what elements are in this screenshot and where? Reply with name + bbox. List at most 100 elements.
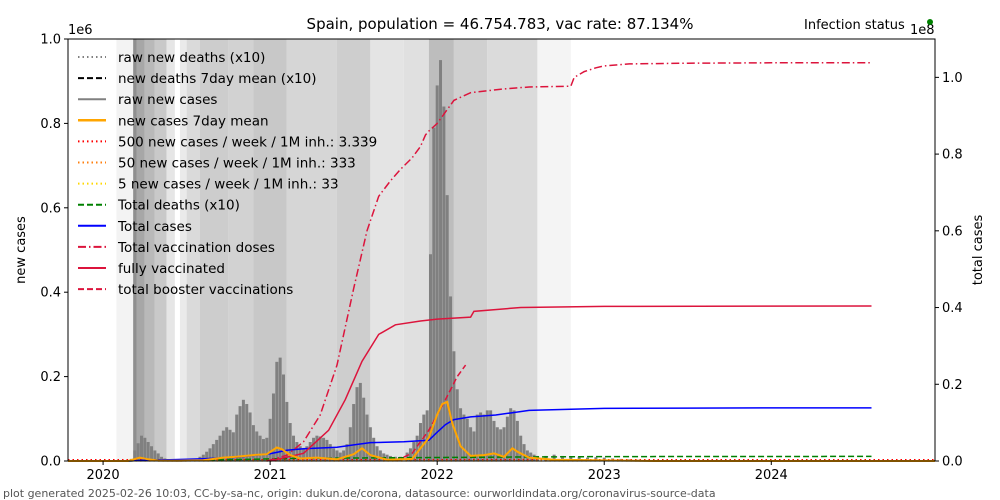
new-cases-bar-118 bbox=[560, 455, 564, 461]
new-cases-bar-42 bbox=[285, 401, 289, 461]
new-cases-bar-37 bbox=[268, 418, 272, 461]
new-cases-bar-49 bbox=[308, 442, 312, 461]
new-cases-bar-22 bbox=[218, 435, 222, 461]
new-cases-bar-58 bbox=[338, 452, 342, 461]
new-cases-bar-87 bbox=[442, 106, 446, 462]
legend-label-7: Total deaths (x10) bbox=[117, 198, 240, 214]
new-cases-bar-98 bbox=[479, 412, 483, 461]
status-band-1 bbox=[133, 39, 137, 461]
new-cases-bar-104 bbox=[499, 429, 503, 461]
new-cases-bar-96 bbox=[472, 431, 476, 461]
status-band-14 bbox=[370, 39, 404, 461]
new-cases-bar-33 bbox=[255, 431, 259, 461]
x-tick-label-4: 2024 bbox=[755, 468, 788, 483]
new-cases-bar-68 bbox=[372, 437, 376, 461]
y-right-tick-label-2: 0.4 bbox=[942, 301, 963, 316]
new-cases-bar-99 bbox=[482, 414, 486, 461]
new-cases-bar-60 bbox=[345, 444, 349, 461]
new-cases-bar-109 bbox=[515, 420, 519, 461]
y-right-tick-label-4: 0.8 bbox=[942, 148, 963, 163]
new-cases-bar-4 bbox=[143, 437, 147, 461]
new-cases-bar-24 bbox=[225, 427, 229, 461]
new-cases-bar-66 bbox=[365, 414, 369, 461]
infection-status-label: Infection status bbox=[804, 18, 905, 33]
new-cases-bar-27 bbox=[235, 414, 239, 461]
status-band-0 bbox=[116, 39, 134, 461]
x-axis: 2020 2021 2022 2023 2024 bbox=[87, 461, 788, 483]
new-cases-bar-6 bbox=[150, 446, 154, 461]
status-band-6 bbox=[174, 39, 180, 461]
fully-vaccinated-line bbox=[269, 305, 872, 462]
new-cases-bar-92 bbox=[459, 408, 463, 461]
new-cases-bar-90 bbox=[452, 351, 456, 461]
new-cases-bar-9 bbox=[160, 456, 164, 461]
left-scale-label: 1e6 bbox=[68, 23, 93, 38]
status-band-8 bbox=[186, 39, 200, 461]
new-cases-bar-45 bbox=[295, 442, 299, 461]
legend-label-3: new cases 7day mean bbox=[118, 113, 269, 129]
new-cases-bar-97 bbox=[475, 414, 479, 461]
legend: raw new deaths (x10) new deaths 7day mean… bbox=[78, 50, 377, 298]
new-cases-bar-67 bbox=[368, 427, 372, 461]
new-cases-bar-94 bbox=[465, 418, 469, 461]
legend-label-11: total booster vaccinations bbox=[118, 282, 293, 298]
new-cases-bar-35 bbox=[261, 439, 265, 461]
legend-label-1: new deaths 7day mean (x10) bbox=[118, 71, 317, 87]
y-left-label: new cases bbox=[14, 216, 29, 284]
new-cases-bar-57 bbox=[335, 450, 339, 461]
new-cases-bar-39 bbox=[275, 361, 279, 461]
new-cases-bar-70 bbox=[378, 450, 382, 461]
status-band-7 bbox=[179, 39, 187, 461]
new-cases-bar-111 bbox=[522, 444, 526, 461]
new-cases-bar-63 bbox=[355, 387, 359, 461]
x-tick-label-3: 2023 bbox=[588, 468, 621, 483]
new-cases-bar-3 bbox=[140, 435, 144, 461]
legend-label-9: Total vaccination doses bbox=[117, 240, 275, 256]
new-cases-bar-40 bbox=[278, 357, 282, 461]
chart-title: Spain, population = 46.754.783, vac rate… bbox=[307, 15, 694, 33]
new-cases-bar-47 bbox=[302, 448, 306, 461]
legend-label-8: Total cases bbox=[117, 219, 192, 235]
new-cases-bar-44 bbox=[292, 435, 296, 461]
right-scale-label: 1e8 bbox=[910, 23, 935, 38]
new-cases-bar-43 bbox=[288, 423, 292, 461]
x-tick-label-1: 2021 bbox=[254, 468, 287, 483]
new-cases-bar-29 bbox=[241, 399, 245, 461]
new-cases-bar-95 bbox=[469, 427, 473, 461]
y-left-tick-label-3: 0.6 bbox=[40, 201, 61, 216]
right-y-axis: 0.0 0.2 0.4 0.6 0.8 1.0 bbox=[935, 71, 963, 470]
new-cases-bar-8 bbox=[156, 453, 160, 461]
new-cases-bar-21 bbox=[215, 439, 219, 461]
new-cases-bar-55 bbox=[328, 444, 332, 461]
new-cases-bar-88 bbox=[445, 195, 449, 461]
x-tick-label-2: 2022 bbox=[421, 468, 454, 483]
x-tick-label-0: 2020 bbox=[87, 468, 120, 483]
legend-label-2: raw new cases bbox=[118, 92, 217, 108]
new-cases-bar-20 bbox=[211, 444, 215, 461]
new-cases-bar-120 bbox=[577, 456, 581, 461]
status-band-13 bbox=[336, 39, 371, 461]
new-cases-bar-83 bbox=[429, 254, 433, 461]
new-cases-bar-107 bbox=[509, 408, 513, 461]
new-cases-bar-54 bbox=[325, 439, 329, 461]
status-band-5 bbox=[166, 39, 175, 461]
new-cases-bar-53 bbox=[322, 437, 326, 461]
new-cases-bar-82 bbox=[425, 410, 429, 461]
status-band-3 bbox=[144, 39, 155, 461]
new-cases-bar-62 bbox=[352, 404, 356, 461]
total-vaccination-doses-line bbox=[266, 62, 872, 462]
status-band-15 bbox=[403, 39, 429, 461]
y-right-tick-label-5: 1.0 bbox=[942, 71, 963, 86]
new-cases-bar-5 bbox=[146, 442, 150, 461]
legend-label-6: 5 new cases / week / 1M inh.: 33 bbox=[118, 177, 339, 193]
new-cases-bar-77 bbox=[408, 448, 412, 461]
new-cases-bar-17 bbox=[201, 454, 205, 461]
y-right-label: total cases bbox=[971, 215, 986, 286]
new-cases-7day-mean-line bbox=[68, 400, 935, 462]
y-left-tick-label-2: 0.4 bbox=[40, 286, 61, 301]
new-cases-bar-26 bbox=[231, 432, 235, 461]
new-cases-bar-101 bbox=[489, 410, 493, 461]
footer-credits: plot generated 2025-02-26 10:03, CC-by-s… bbox=[3, 487, 716, 500]
new-cases-bar-28 bbox=[238, 406, 242, 461]
